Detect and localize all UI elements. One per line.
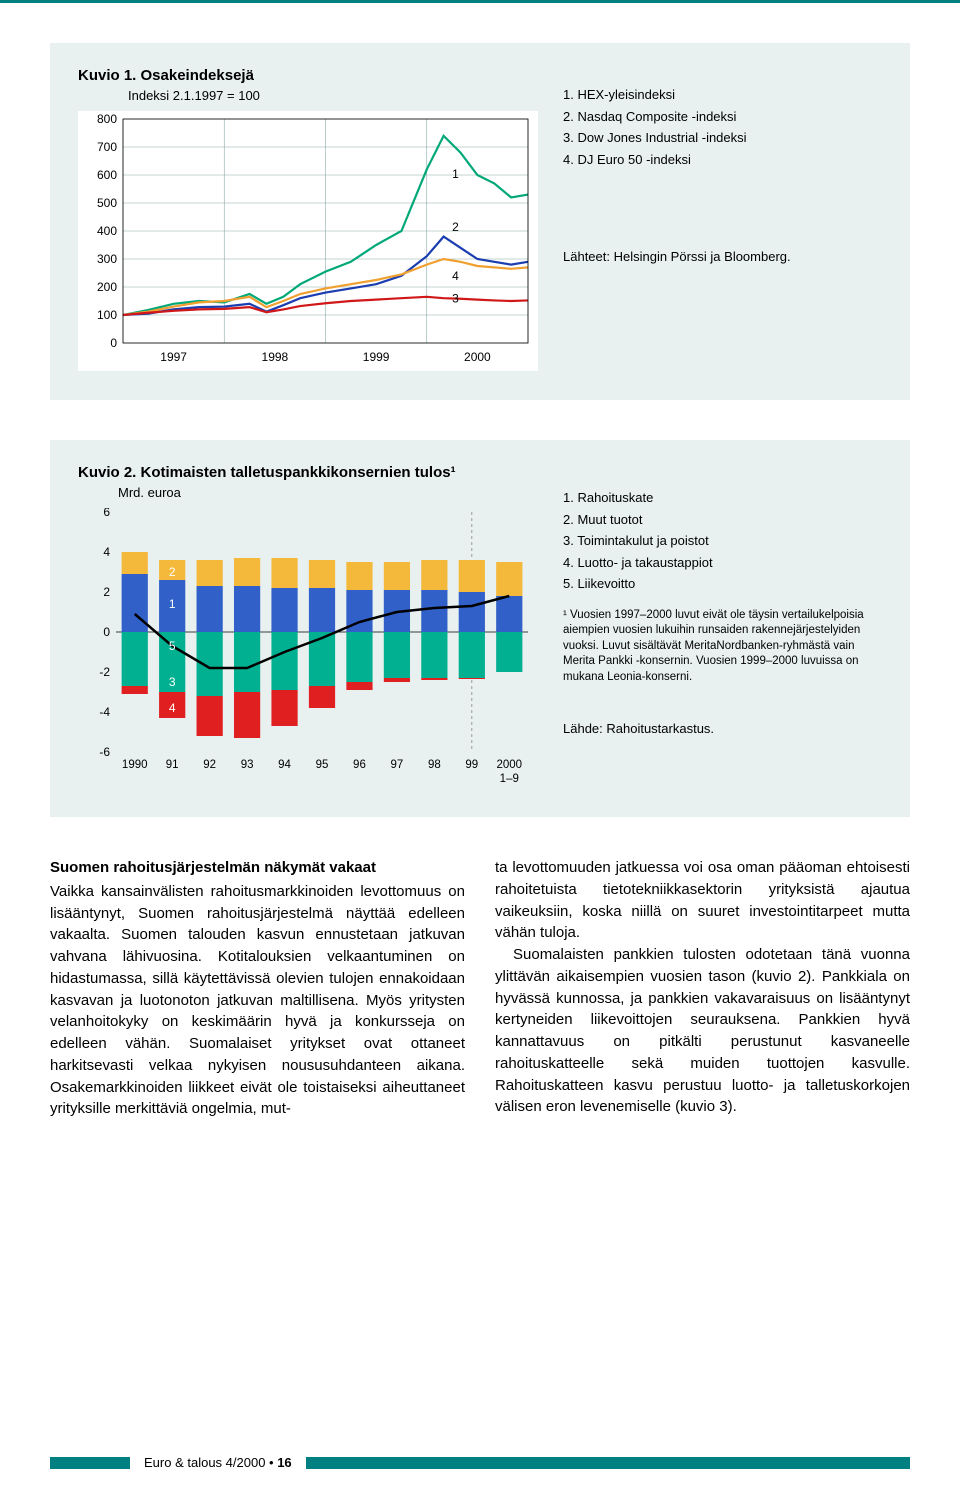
footer-bar-left <box>50 1457 130 1469</box>
svg-text:92: 92 <box>203 759 216 771</box>
svg-text:1990: 1990 <box>122 759 148 771</box>
chart1-svg: 0 100 200 300 400 500 600 700 800 1997 1998 1999 200… <box>78 111 538 371</box>
chart1-subtitle: Indeksi 2.1.1997 = 100 <box>128 88 538 103</box>
chart2-subtitle: Mrd. euroa <box>118 485 538 500</box>
chart2-source: Lähde: Rahoitustarkastus. <box>563 721 882 736</box>
svg-text:0: 0 <box>110 336 117 350</box>
svg-text:4: 4 <box>452 269 459 283</box>
body-col2-p1: ta levottomuuden jatkuessa voi osa oman … <box>495 859 910 941</box>
chart1-legend-1: 1. HEX-yleisindeksi <box>563 85 882 105</box>
svg-text:100: 100 <box>97 308 117 322</box>
page-content: Kuvio 1. Osakeindeksejä Indeksi 2.1.1997… <box>0 3 960 1120</box>
body-columns: Suomen rahoitusjärjestelmän näkymät vaka… <box>50 857 910 1120</box>
page-footer: Euro & talous 4/2000 • 16 <box>0 1455 960 1470</box>
svg-text:6: 6 <box>103 508 110 519</box>
chart2-legend-5: 5. Liikevoitto <box>563 574 882 594</box>
chart1-legend-4: 4. DJ Euro 50 -indeksi <box>563 150 882 170</box>
svg-text:99: 99 <box>465 759 478 771</box>
chart2-footnote: ¹ Vuosien 1997–2000 luvut eivät ole täys… <box>563 608 882 686</box>
svg-text:2000: 2000 <box>496 759 522 771</box>
footer-bar-right <box>306 1457 910 1469</box>
svg-text:0: 0 <box>103 625 110 639</box>
body-heading: Suomen rahoitusjärjestelmän näkymät vaka… <box>50 857 465 879</box>
svg-text:-6: -6 <box>99 745 110 759</box>
chart-2-block: Kuvio 2. Kotimaisten talletuspankkikonse… <box>50 440 910 817</box>
body-col-2: ta levottomuuden jatkuessa voi osa oman … <box>495 857 910 1120</box>
svg-text:98: 98 <box>428 759 441 771</box>
chart2-legend-1: 1. Rahoituskate <box>563 488 882 508</box>
body-col-1: Suomen rahoitusjärjestelmän näkymät vaka… <box>50 857 465 1120</box>
svg-text:3: 3 <box>169 675 176 689</box>
svg-text:91: 91 <box>166 759 179 771</box>
svg-text:-4: -4 <box>99 705 110 719</box>
svg-text:300: 300 <box>97 252 117 266</box>
svg-text:600: 600 <box>97 168 117 182</box>
body-col2-p2: Suomalaisten pankkien tulosten odotetaan… <box>495 944 910 1118</box>
footer-text: Euro & talous 4/2000 • 16 <box>138 1455 298 1470</box>
svg-text:1998: 1998 <box>262 350 289 364</box>
svg-text:4: 4 <box>103 545 110 559</box>
svg-text:5: 5 <box>169 639 176 653</box>
svg-text:2: 2 <box>169 565 176 579</box>
svg-text:800: 800 <box>97 112 117 126</box>
chart2-legend-4: 4. Luotto- ja takaustappiot <box>563 553 882 573</box>
svg-text:1: 1 <box>169 597 176 611</box>
chart2-legend-2: 2. Muut tuotot <box>563 510 882 530</box>
svg-text:94: 94 <box>278 759 291 771</box>
svg-text:-2: -2 <box>99 665 110 679</box>
svg-text:4: 4 <box>169 701 176 715</box>
svg-text:97: 97 <box>391 759 404 771</box>
svg-text:1–9: 1–9 <box>500 773 519 785</box>
svg-text:700: 700 <box>97 140 117 154</box>
svg-text:1999: 1999 <box>363 350 390 364</box>
svg-text:2000: 2000 <box>464 350 491 364</box>
chart2-legend-3: 3. Toimintakulut ja poistot <box>563 531 882 551</box>
chart1-source: Lähteet: Helsingin Pörssi ja Bloomberg. <box>563 249 882 264</box>
chart2-legend: 1. Rahoituskate 2. Muut tuotot 3. Toimin… <box>563 488 882 594</box>
svg-text:1: 1 <box>452 167 459 181</box>
body-col1-p1: Vaikka kansainvälisten rahoitusmarkkinoi… <box>50 883 465 1118</box>
svg-text:400: 400 <box>97 224 117 238</box>
svg-text:96: 96 <box>353 759 366 771</box>
chart1-legend-2: 2. Nasdaq Composite -indeksi <box>563 107 882 127</box>
chart1-legend: 1. HEX-yleisindeksi 2. Nasdaq Composite … <box>563 85 882 169</box>
chart1-title: Kuvio 1. Osakeindeksejä <box>78 67 538 84</box>
svg-text:500: 500 <box>97 196 117 210</box>
svg-text:1997: 1997 <box>160 350 187 364</box>
chart-1-block: Kuvio 1. Osakeindeksejä Indeksi 2.1.1997… <box>50 43 910 400</box>
svg-text:2: 2 <box>103 585 110 599</box>
svg-text:3: 3 <box>452 291 459 305</box>
svg-text:93: 93 <box>241 759 254 771</box>
chart1-legend-3: 3. Dow Jones Industrial -indeksi <box>563 128 882 148</box>
chart2-title: Kuvio 2. Kotimaisten talletuspankkikonse… <box>78 464 538 481</box>
chart2-svg: -6 -4 -2 0 2 4 6 2 1 5 3 4 1990 91 92 93 94 95 96 97 98 99 200… <box>78 508 538 788</box>
svg-text:200: 200 <box>97 280 117 294</box>
svg-text:95: 95 <box>316 759 329 771</box>
svg-text:2: 2 <box>452 220 459 234</box>
